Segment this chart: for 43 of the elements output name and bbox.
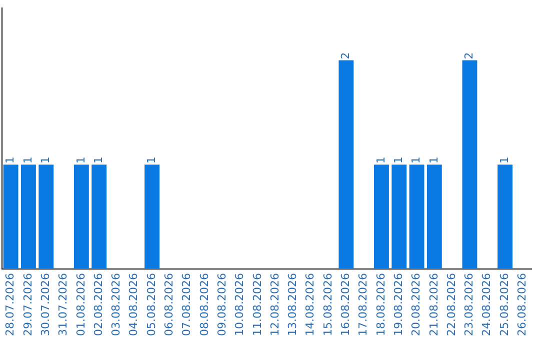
x-tick-label: 26.08.2026 bbox=[516, 273, 529, 336]
data-label: 1 bbox=[74, 156, 88, 164]
x-tick-label: 30.07.2026 bbox=[38, 273, 52, 336]
x-tick-label: 17.08.2026 bbox=[356, 273, 370, 336]
x-tick-label: 19.08.2026 bbox=[392, 273, 405, 336]
data-label: 1 bbox=[374, 156, 388, 164]
data-label: 1 bbox=[498, 156, 511, 164]
x-tick-label: 04.08.2026 bbox=[127, 273, 140, 336]
x-tick-label: 12.08.2026 bbox=[268, 273, 282, 336]
x-tick-label: 09.08.2026 bbox=[215, 273, 228, 336]
data-label: 1 bbox=[144, 156, 158, 164]
x-tick-label: 06.08.2026 bbox=[162, 273, 176, 336]
x-tick-label: 21.08.2026 bbox=[427, 273, 440, 336]
x-tick-label: 24.08.2026 bbox=[480, 273, 494, 336]
data-label: 1 bbox=[38, 156, 52, 164]
x-tick-label: 03.08.2026 bbox=[110, 273, 123, 336]
x-tick-label: 13.08.2026 bbox=[286, 273, 300, 336]
data-label: 1 bbox=[4, 156, 17, 164]
x-tick-label: 07.08.2026 bbox=[180, 273, 194, 336]
data-label: 1 bbox=[21, 156, 34, 164]
x-tick-label: 25.08.2026 bbox=[498, 273, 511, 336]
x-tick-label: 15.08.2026 bbox=[321, 273, 334, 336]
data-label: 1 bbox=[410, 156, 423, 164]
x-tick-label: 10.08.2026 bbox=[233, 273, 246, 336]
data-label: 1 bbox=[427, 156, 440, 164]
x-tick-label: 14.08.2026 bbox=[304, 273, 317, 336]
x-tick-label: 23.08.2026 bbox=[462, 273, 476, 336]
x-tick-label: 31.07.2026 bbox=[56, 273, 70, 336]
x-tick-label: 01.08.2026 bbox=[74, 273, 88, 336]
x-tick-label: 22.08.2026 bbox=[444, 273, 458, 336]
x-tick-label: 20.08.2026 bbox=[410, 273, 423, 336]
data-label: 1 bbox=[392, 156, 405, 164]
x-tick-label: 16.08.2026 bbox=[339, 273, 352, 336]
x-tick-label: 02.08.2026 bbox=[92, 273, 105, 336]
data-label: 1 bbox=[92, 156, 105, 164]
x-tick-label: 28.07.2026 bbox=[4, 273, 17, 336]
x-tick-label: 08.08.2026 bbox=[198, 273, 211, 336]
x-tick-label: 11.08.2026 bbox=[250, 273, 264, 336]
data-label: 2 bbox=[462, 52, 476, 60]
data-label: 2 bbox=[339, 52, 352, 60]
x-tick-label: 18.08.2026 bbox=[374, 273, 388, 336]
x-tick-label: 05.08.2026 bbox=[144, 273, 158, 336]
x-tick-label: 29.07.2026 bbox=[21, 273, 34, 336]
